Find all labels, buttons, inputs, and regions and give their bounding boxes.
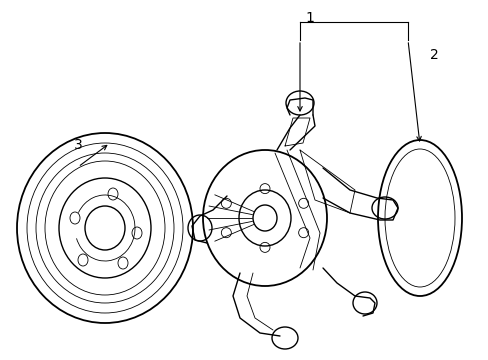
Text: 3: 3	[74, 138, 82, 152]
Text: 2: 2	[429, 48, 438, 62]
Text: 1: 1	[305, 11, 314, 25]
